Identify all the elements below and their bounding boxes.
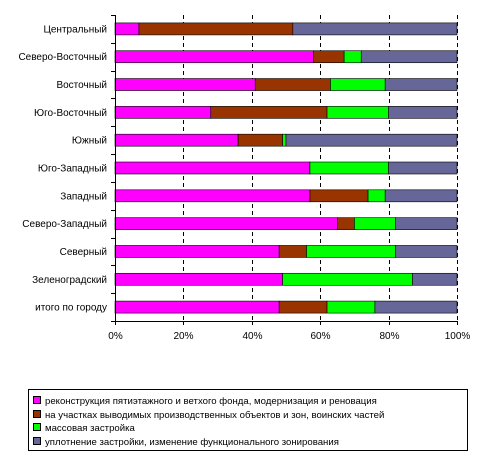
- bar-segment-2-северо-западный: [336, 217, 355, 230]
- category-label: Центральный: [43, 24, 107, 35]
- legend-label-mass-construction: массовая застройка: [45, 423, 135, 434]
- bar-segment-3-юго-восточный: [326, 106, 389, 119]
- bar-segment-4-западный: [384, 189, 458, 203]
- bar-segment-1-юго-восточный: [114, 106, 212, 119]
- x-tick-label: 40%: [242, 331, 262, 342]
- category-label: Южный: [72, 136, 107, 147]
- bar-segment-3-зеленоградский: [282, 272, 413, 286]
- bar-segment-2-северо-восточный: [313, 50, 345, 64]
- legend-swatch-densification: [33, 436, 41, 445]
- bar-segment-2-северный: [278, 245, 307, 258]
- bar-segment-4-северный: [395, 245, 458, 258]
- bar-segment-1-итого-по-городу: [114, 300, 280, 314]
- bar-segment-2-восточный: [254, 78, 331, 91]
- bar-segment-1-западный: [114, 189, 311, 203]
- bar-segment-4-итого-по-городу: [374, 300, 458, 314]
- category-label: Зеленоградский: [32, 275, 107, 286]
- bar-segment-1-зеленоградский: [114, 272, 283, 286]
- legend-label-densification: уплотнение застройки, изменение функцион…: [45, 436, 339, 448]
- legend-swatch-mass-construction: [33, 423, 41, 432]
- stacked-bar-chart: Центральный Северо-Восточный Восточный Юго-…: [18, 15, 471, 342]
- bar-segment-3-северо-восточный: [343, 50, 362, 64]
- legend-swatch-renovation: [33, 396, 41, 405]
- bar-segment-3-восточный: [330, 78, 386, 91]
- bar-segment-3-южный: [282, 133, 287, 147]
- legend-label-industrial-sites: на участках выводимых производственных о…: [45, 409, 385, 421]
- legend-item-densification: уплотнение застройки, изменение функцион…: [33, 436, 467, 450]
- category-label: Северный: [60, 247, 107, 258]
- bar-segment-4-зеленоградский: [412, 272, 458, 286]
- bar-segment-2-юго-восточный: [210, 106, 328, 119]
- category-label: Восточный: [56, 80, 107, 91]
- category-label: Северо-Восточный: [18, 52, 107, 63]
- bar-segment-3-западный: [367, 189, 386, 203]
- bar-segment-4-северо-восточный: [360, 50, 458, 64]
- bar-segment-4-юго-западный: [388, 161, 458, 175]
- category-label: Северо-Западный: [22, 219, 107, 230]
- bar-segment-3-северо-западный: [354, 217, 396, 230]
- x-tick-label: 20%: [173, 331, 193, 342]
- bar-segment-3-итого-по-городу: [326, 300, 376, 314]
- bar-segment-4-юго-восточный: [388, 106, 458, 119]
- legend-item-industrial-sites: на участках выводимых производственных о…: [33, 409, 467, 423]
- bar-segment-4-северо-западный: [395, 217, 458, 230]
- x-tick-label: 0%: [108, 331, 123, 342]
- bar-segment-4-центральный: [292, 22, 458, 36]
- bar-segment-1-северный: [114, 245, 280, 258]
- bar-segment-1-южный: [114, 133, 239, 147]
- bar-segment-1-северо-западный: [114, 217, 338, 230]
- x-tick-label: 100%: [445, 331, 471, 342]
- bar-segment-2-итого-по-городу: [278, 300, 328, 314]
- legend: реконструкция пятиэтажного и ветхого фон…: [28, 389, 468, 451]
- legend-item-renovation: реконструкция пятиэтажного и ветхого фон…: [33, 395, 467, 409]
- x-tick-label: 60%: [310, 331, 330, 342]
- bar-segment-3-юго-западный: [309, 161, 389, 175]
- bar-segment-2-южный: [237, 133, 283, 147]
- bar-segment-1-юго-западный: [114, 161, 311, 175]
- bar-segment-1-восточный: [114, 78, 256, 91]
- bar-segment-4-южный: [285, 133, 458, 147]
- category-label: итого по городу: [35, 303, 107, 314]
- x-tick-label: 80%: [379, 331, 399, 342]
- category-label: Западный: [60, 191, 107, 202]
- bar-segment-2-западный: [309, 189, 369, 203]
- bar-segment-1-центральный: [114, 22, 140, 36]
- category-label: Юго-Западный: [38, 164, 107, 175]
- bar-segment-4-восточный: [384, 78, 458, 91]
- legend-item-mass-construction: массовая застройка: [33, 422, 467, 436]
- legend-label-renovation: реконструкция пятиэтажного и ветхого фон…: [45, 396, 377, 407]
- bar-segment-2-центральный: [138, 22, 294, 36]
- category-label: Юго-Восточный: [34, 108, 107, 119]
- bar-segment-1-северо-восточный: [114, 50, 314, 64]
- bar-segment-3-северный: [306, 245, 396, 258]
- legend-swatch-industrial-sites: [33, 409, 41, 418]
